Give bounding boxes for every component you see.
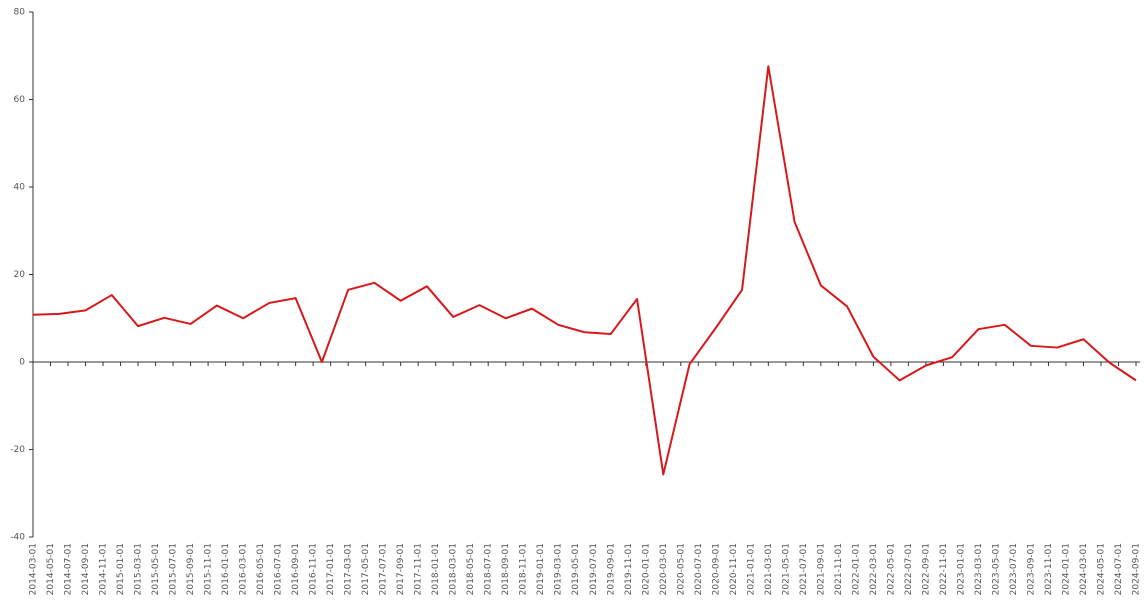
x-tick-label: 2017-09-01 <box>396 543 406 595</box>
y-tick-label: 20 <box>14 270 26 280</box>
x-tick-label: 2019-01-01 <box>536 543 546 595</box>
x-tick-label: 2019-09-01 <box>606 543 616 595</box>
y-tick-label: 40 <box>14 183 26 193</box>
x-tick-label: 2014-11-01 <box>99 543 109 595</box>
x-tick-label: 2015-01-01 <box>116 543 126 595</box>
x-tick-label: 2024-01-01 <box>1061 543 1071 595</box>
x-tick-label: 2021-03-01 <box>764 543 774 595</box>
x-tick-label: 2021-09-01 <box>816 543 826 595</box>
x-tick-label: 2018-07-01 <box>484 543 494 595</box>
x-tick-label: 2015-07-01 <box>169 543 179 595</box>
data-line <box>32 65 1137 476</box>
x-tick-label: 2014-05-01 <box>46 543 56 595</box>
x-tick-label: 2015-03-01 <box>134 543 144 595</box>
x-tick-label: 2018-11-01 <box>519 543 529 595</box>
x-tick-label: 2023-09-01 <box>1026 543 1036 595</box>
x-tick-label: 2022-05-01 <box>886 543 896 595</box>
x-tick-label: 2018-01-01 <box>431 543 441 595</box>
y-tick-label: 0 <box>19 358 25 368</box>
x-tick-label: 2024-09-01 <box>1132 543 1142 595</box>
x-tick-label: 2023-07-01 <box>1009 543 1019 595</box>
x-tick-label: 2015-09-01 <box>186 543 196 595</box>
x-tick-label: 2014-03-01 <box>29 543 39 595</box>
x-tick-label: 2020-05-01 <box>676 543 686 595</box>
x-tick-label: 2015-05-01 <box>151 543 161 595</box>
x-tick-label: 2014-07-01 <box>64 543 74 595</box>
x-tick-label: 2014-09-01 <box>81 543 91 595</box>
y-tick-label: -20 <box>10 445 25 455</box>
x-tick-label: 2018-03-01 <box>449 543 459 595</box>
x-tick-label: 2016-01-01 <box>221 543 231 595</box>
x-tick-label: 2023-05-01 <box>991 543 1001 595</box>
x-tick-label: 2024-05-01 <box>1096 543 1106 595</box>
x-tick-label: 2020-01-01 <box>641 543 651 595</box>
x-tick-label: 2022-01-01 <box>851 543 861 595</box>
x-tick-label: 2023-03-01 <box>974 543 984 595</box>
x-tick-label: 2019-05-01 <box>571 543 581 595</box>
x-tick-label: 2017-07-01 <box>379 543 389 595</box>
x-tick-label: 2021-05-01 <box>781 543 791 595</box>
y-tick-label: -40 <box>10 533 25 543</box>
x-tick-label: 2021-11-01 <box>834 543 844 595</box>
x-tick-label: 2016-05-01 <box>256 543 266 595</box>
x-tick-label: 2024-07-01 <box>1114 543 1124 595</box>
x-tick-label: 2017-11-01 <box>414 543 424 595</box>
x-tick-label: 2020-07-01 <box>694 543 704 595</box>
x-tick-label: 2019-03-01 <box>554 543 564 595</box>
x-tick-label: 2021-07-01 <box>799 543 809 595</box>
x-tick-label: 2022-07-01 <box>904 543 914 595</box>
x-tick-label: 2023-01-01 <box>956 543 966 595</box>
x-tick-label: 2018-05-01 <box>466 543 476 595</box>
x-tick-label: 2022-03-01 <box>869 543 879 595</box>
x-tick-label: 2022-09-01 <box>921 543 931 595</box>
x-tick-label: 2020-09-01 <box>711 543 721 595</box>
x-tick-label: 2024-03-01 <box>1079 543 1089 595</box>
y-tick-label: 60 <box>14 95 26 105</box>
x-tick-label: 2016-11-01 <box>309 543 319 595</box>
x-tick-label: 2021-01-01 <box>746 543 756 595</box>
x-tick-label: 2019-07-01 <box>589 543 599 595</box>
y-tick-label: 80 <box>14 8 26 18</box>
x-tick-label: 2017-01-01 <box>326 543 336 595</box>
x-tick-label: 2016-09-01 <box>291 543 301 595</box>
x-tick-label: 2018-09-01 <box>501 543 511 595</box>
x-tick-label: 2019-11-01 <box>624 543 634 595</box>
x-tick-label: 2020-03-01 <box>659 543 669 595</box>
x-tick-label: 2016-03-01 <box>239 543 249 595</box>
x-tick-label: 2016-07-01 <box>274 543 284 595</box>
x-tick-label: 2020-11-01 <box>729 543 739 595</box>
x-tick-label: 2023-11-01 <box>1044 543 1054 595</box>
x-tick-label: 2017-03-01 <box>344 543 354 595</box>
x-tick-label: 2022-11-01 <box>939 543 949 595</box>
x-tick-label: 2017-05-01 <box>361 543 371 595</box>
x-tick-label: 2015-11-01 <box>204 543 214 595</box>
